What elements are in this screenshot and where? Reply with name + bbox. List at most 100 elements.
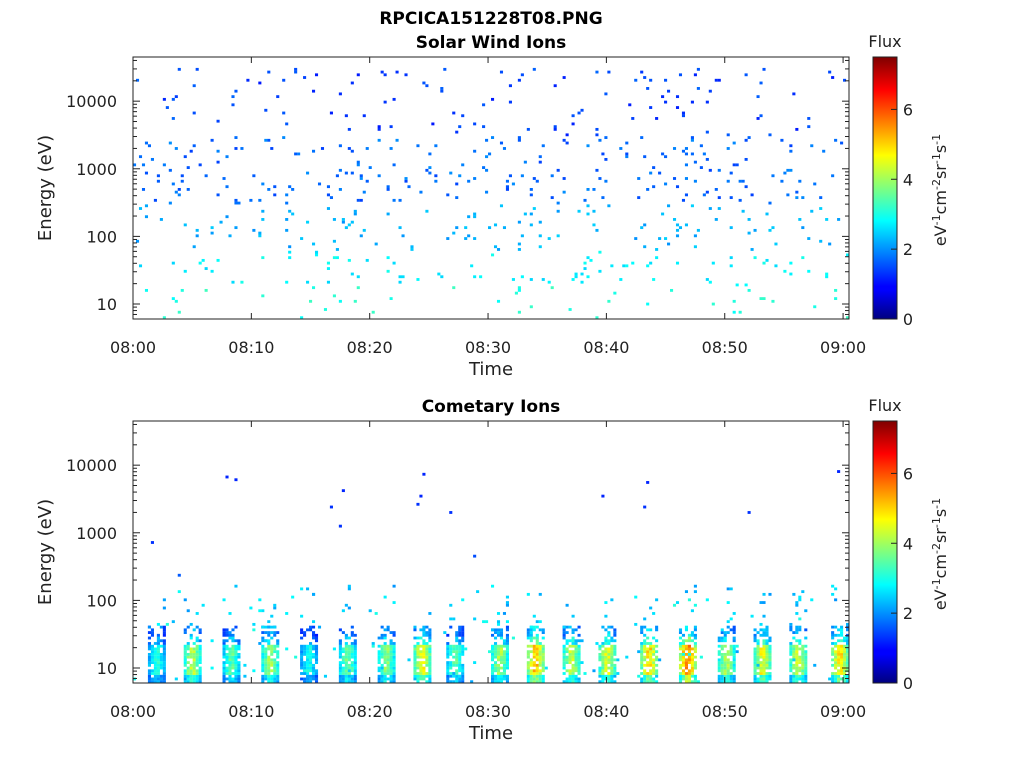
heatmap-cell <box>729 587 733 591</box>
heatmap-cell <box>768 639 772 643</box>
heatmap-cell <box>613 672 617 675</box>
y-tick-label: 10 <box>97 659 117 678</box>
heatmap-cell <box>732 299 736 303</box>
heatmap-cell <box>398 226 402 230</box>
heatmap-cell <box>580 639 584 643</box>
heatmap-cell <box>413 628 417 632</box>
heatmap-cell <box>801 196 805 200</box>
heatmap-cell <box>846 636 850 640</box>
heatmap-cell <box>792 652 796 656</box>
heatmap-cell <box>535 642 539 645</box>
heatmap-cell <box>613 631 617 634</box>
heatmap-cell <box>690 136 694 139</box>
heatmap-cell <box>353 669 357 673</box>
heatmap-cell <box>380 633 384 637</box>
heatmap-cell <box>306 655 310 659</box>
heatmap-cell <box>198 628 202 632</box>
heatmap-cell <box>192 655 196 659</box>
heatmap-cell <box>189 636 193 640</box>
heatmap-cell <box>183 661 187 664</box>
heatmap-cell <box>726 620 730 624</box>
heatmap-cell <box>174 677 178 681</box>
heatmap-cell <box>482 125 486 129</box>
heatmap-cell <box>192 647 196 651</box>
heatmap-cell <box>496 620 501 624</box>
heatmap-cell <box>389 655 393 659</box>
heatmap-cell <box>347 680 351 684</box>
heatmap-cell <box>640 658 644 662</box>
heatmap-cell <box>795 644 799 648</box>
heatmap-cell <box>526 628 530 632</box>
heatmap-cell <box>690 655 694 659</box>
heatmap-cell <box>252 174 256 178</box>
heatmap-cell <box>461 674 465 678</box>
heatmap-cell <box>162 644 166 648</box>
heatmap-cell <box>150 669 154 673</box>
heatmap-cell <box>762 669 766 673</box>
heatmap-cell <box>261 218 265 221</box>
heatmap-cell <box>577 625 581 629</box>
heatmap-cell <box>499 631 504 634</box>
heatmap-cell <box>198 674 202 678</box>
heatmap-cell <box>801 652 805 656</box>
heatmap-cell <box>464 237 468 240</box>
heatmap-cell <box>288 245 292 249</box>
heatmap-cell <box>765 633 769 637</box>
heatmap-cell <box>377 652 381 656</box>
heatmap-cell <box>389 680 393 684</box>
heatmap-cell <box>312 669 316 673</box>
heatmap-cell <box>350 633 354 637</box>
heatmap-cell <box>538 234 542 238</box>
heatmap-cell <box>159 655 163 659</box>
heatmap-cell <box>192 650 196 654</box>
heatmap-cell <box>422 81 426 85</box>
heatmap-cell <box>192 658 196 662</box>
heatmap-cell <box>538 680 542 684</box>
heatmap-cell <box>210 226 214 230</box>
heatmap-cell <box>535 633 539 637</box>
heatmap-cell <box>309 642 313 645</box>
heatmap-cell <box>261 677 265 681</box>
heatmap-cell <box>598 138 602 142</box>
heatmap-cell <box>693 590 697 594</box>
heatmap-cell <box>496 631 501 634</box>
heatmap-cell <box>267 631 271 634</box>
heatmap-cell <box>825 275 829 279</box>
heatmap-cell <box>312 592 316 596</box>
heatmap-cell <box>264 655 268 659</box>
heatmap-cell <box>717 658 721 662</box>
heatmap-cell <box>529 625 533 629</box>
heatmap-cell <box>649 606 653 610</box>
heatmap-cell <box>455 672 459 675</box>
heatmap-cell <box>505 674 509 678</box>
heatmap-cell <box>365 147 369 150</box>
heatmap-cell <box>273 644 277 648</box>
heatmap-cell <box>225 677 229 681</box>
heatmap-cell <box>574 644 578 648</box>
heatmap-cell <box>198 163 202 167</box>
y-tick-label: 10000 <box>66 92 117 111</box>
heatmap-cell <box>422 650 426 654</box>
heatmap-cell <box>499 644 504 648</box>
x-tick-label: 08:00 <box>110 702 156 721</box>
heatmap-cell <box>174 147 178 150</box>
heatmap-cell <box>180 174 184 178</box>
heatmap-cell <box>147 631 151 634</box>
heatmap-cell <box>577 680 581 684</box>
heatmap-cell <box>571 628 575 632</box>
heatmap-cell <box>732 658 736 662</box>
heatmap-cell <box>461 677 465 681</box>
heatmap-cell <box>186 661 190 664</box>
heatmap-cell <box>276 642 280 645</box>
heatmap-cell <box>538 650 542 654</box>
heatmap-cell <box>664 237 668 240</box>
heatmap-cell <box>162 633 166 637</box>
heatmap-cell <box>368 166 372 169</box>
heatmap-cell <box>643 223 647 227</box>
heatmap-cell <box>353 674 357 678</box>
heatmap-cell <box>834 652 838 656</box>
heatmap-cell <box>150 633 154 637</box>
heatmap-cell <box>631 117 635 120</box>
heatmap-cell <box>837 655 841 659</box>
